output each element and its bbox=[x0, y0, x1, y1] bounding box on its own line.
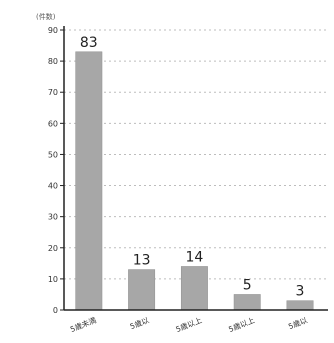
category-label: 5歳未満 bbox=[69, 314, 98, 334]
y-tick-label: 50 bbox=[48, 150, 58, 159]
category-label: 5歳以上 bbox=[227, 314, 256, 334]
y-tick-label: 60 bbox=[48, 119, 58, 128]
data-label: 83 bbox=[80, 35, 98, 51]
category-labels: 5歳未満 5歳以 5歳以上 5歳以上 5歳以 bbox=[69, 314, 310, 334]
category-label: 5歳以上 bbox=[174, 314, 203, 334]
y-unit-label: (件数) bbox=[36, 13, 56, 21]
y-tick-label: 30 bbox=[48, 213, 58, 222]
y-tick-label: 70 bbox=[48, 88, 58, 97]
data-label: 14 bbox=[186, 249, 204, 265]
y-tick-label: 20 bbox=[48, 244, 58, 253]
y-tick-label: 0 bbox=[53, 306, 58, 315]
data-label: 5 bbox=[243, 277, 252, 293]
axes bbox=[63, 26, 328, 311]
y-tick-label: 80 bbox=[48, 57, 58, 66]
bars bbox=[75, 51, 314, 311]
bar bbox=[180, 266, 208, 311]
data-label: 3 bbox=[296, 284, 305, 300]
y-tick-label: 40 bbox=[48, 182, 58, 191]
y-tick-label: 10 bbox=[48, 275, 58, 284]
bar bbox=[128, 269, 156, 311]
data-labels: 83 13 14 5 3 bbox=[80, 35, 305, 300]
grid-lines bbox=[64, 29, 328, 280]
data-label: 13 bbox=[133, 253, 151, 269]
bar bbox=[75, 51, 103, 311]
bar bbox=[233, 294, 261, 311]
bar bbox=[286, 300, 314, 311]
category-label: 5歳以 bbox=[128, 314, 151, 331]
y-axis-ticks: 0 10 20 30 40 50 60 70 80 90 bbox=[48, 26, 64, 315]
y-tick-label: 90 bbox=[48, 26, 58, 35]
category-label: 5歳以 bbox=[287, 314, 310, 331]
